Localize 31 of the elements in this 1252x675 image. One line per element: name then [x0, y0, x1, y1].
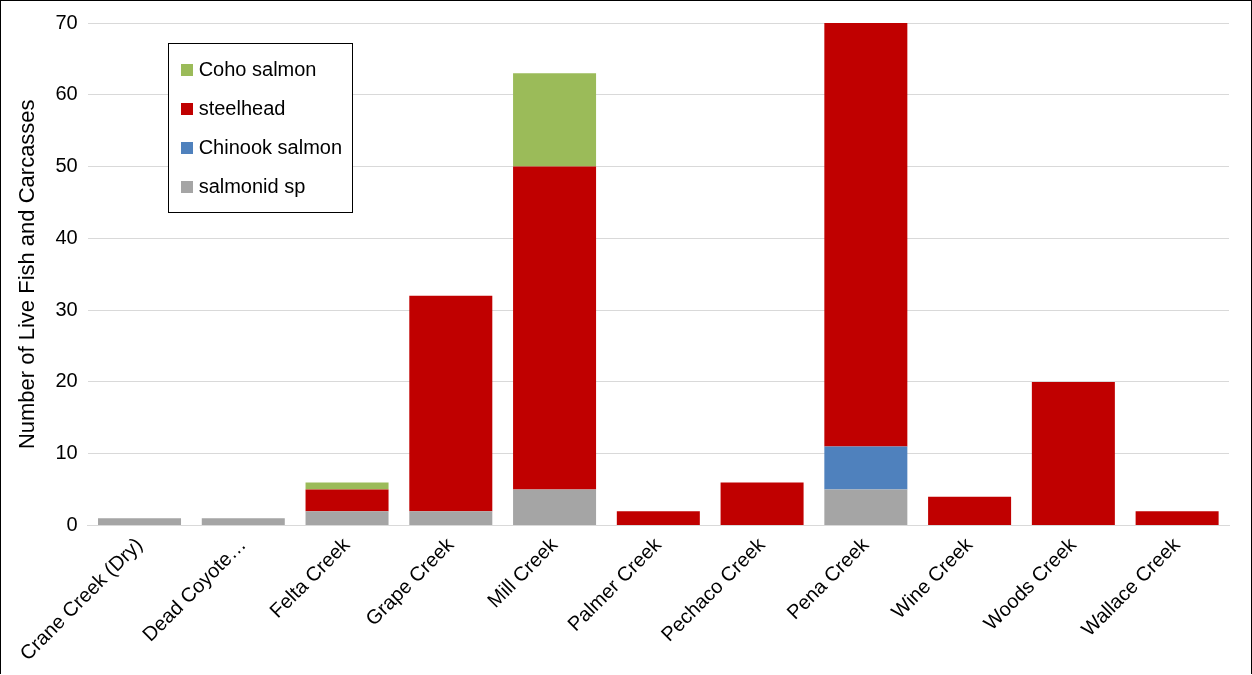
bar	[824, 446, 908, 490]
bar	[409, 295, 493, 512]
legend-label: steelhead	[198, 97, 286, 120]
bar	[201, 518, 285, 526]
bar	[305, 511, 389, 526]
legend-label: salmonid sp	[198, 175, 306, 198]
y-tick-label: 50	[55, 154, 78, 177]
bar	[1135, 511, 1219, 526]
y-axis-title: Number of Live Fish and Carcasses	[14, 99, 40, 450]
y-tick-label: 70	[55, 10, 78, 33]
legend-label: Chinook salmon	[198, 136, 343, 159]
bar	[305, 482, 389, 490]
y-tick-label: 60	[55, 82, 78, 105]
y-tick-label: 20	[55, 369, 78, 392]
bar	[513, 73, 597, 167]
y-tick-label: 30	[55, 297, 78, 320]
bar	[616, 511, 700, 526]
y-tick-label: 0	[66, 513, 78, 536]
legend-label: Coho salmon	[198, 58, 317, 81]
bar	[98, 518, 182, 526]
bar	[513, 166, 597, 490]
y-tick-label: 40	[55, 225, 78, 248]
bar	[513, 489, 597, 526]
bar	[928, 496, 1012, 526]
bar	[409, 511, 493, 526]
y-tick-label: 10	[55, 441, 78, 464]
bar	[1031, 381, 1115, 526]
bar	[305, 489, 389, 512]
bar	[824, 23, 908, 447]
bar	[824, 489, 908, 526]
bar	[720, 482, 804, 526]
